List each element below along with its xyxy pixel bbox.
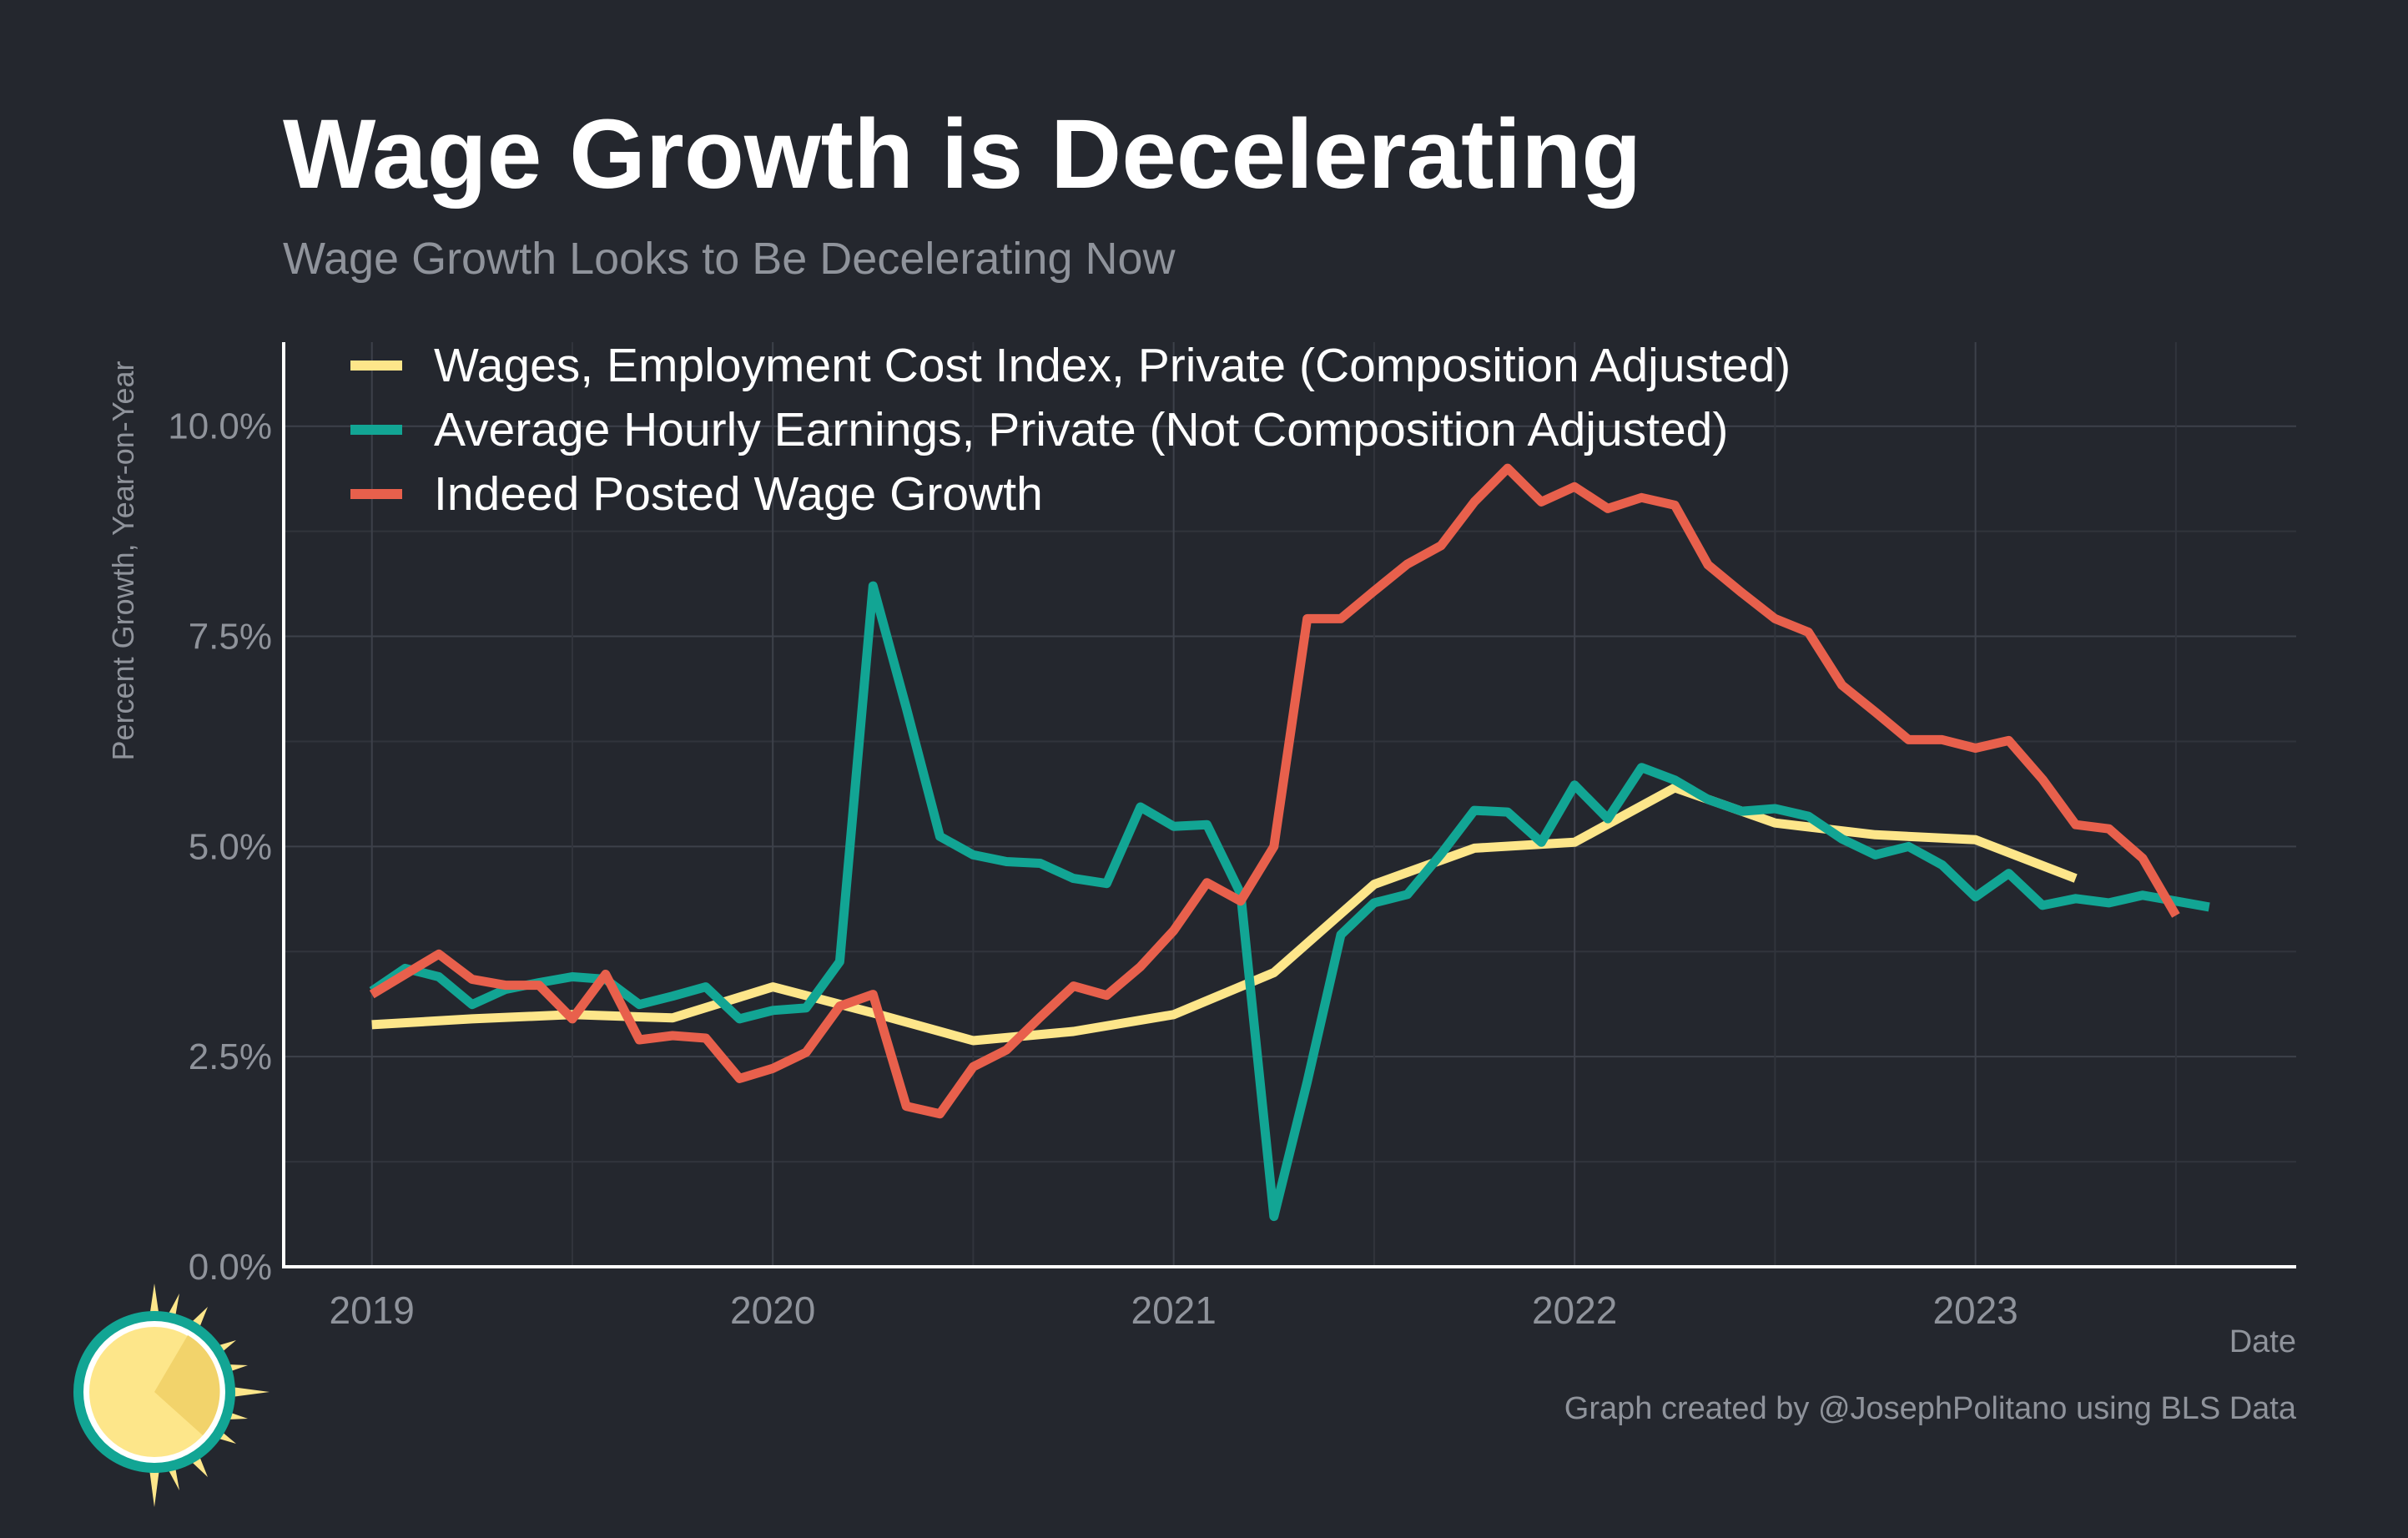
legend-label: Average Hourly Earnings, Private (Not Co… [434,403,1728,456]
x-axis-label: Date [2229,1324,2296,1359]
series-lines [369,463,2210,1222]
x-tick-label: 2021 [1131,1288,1216,1332]
legend-label: Indeed Posted Wage Growth [434,467,1043,521]
y-tick-label: 10.0% [168,406,272,447]
caption: Graph created by @JosephPolitano using B… [1564,1391,2297,1426]
x-tick-label: 2019 [330,1288,415,1332]
y-tick-label: 7.5% [189,617,272,658]
series-line [369,463,2180,1119]
y-axis-label: Percent Growth, Year-on-Year [106,361,140,761]
y-tick-label: 0.0% [189,1247,272,1288]
sun-shade [154,1335,220,1435]
grid [284,342,2296,1268]
x-tick-label: 2022 [1532,1288,1617,1332]
series-line [369,581,2210,1222]
chart-title: Wage Growth is Decelerating [283,99,1641,209]
y-tick-label: 5.0% [189,826,272,867]
series-line [371,783,2078,1046]
y-tick-label: 2.5% [189,1036,272,1077]
legend-label: Wages, Employment Cost Index, Private (C… [434,339,1791,392]
x-tick-label: 2023 [1932,1288,2018,1332]
axes: 0.0% 2.5% 5.0% 7.5% 10.0% 2019 2020 2021 2022 202… [168,342,2296,1332]
legend: Wages, Employment Cost Index, Private (C… [350,339,1791,521]
sun-logo-icon [73,1283,270,1507]
chart-subtitle: Wage Growth Looks to Be Decelerating Now [283,234,1176,284]
x-tick-label: 2020 [730,1288,815,1332]
